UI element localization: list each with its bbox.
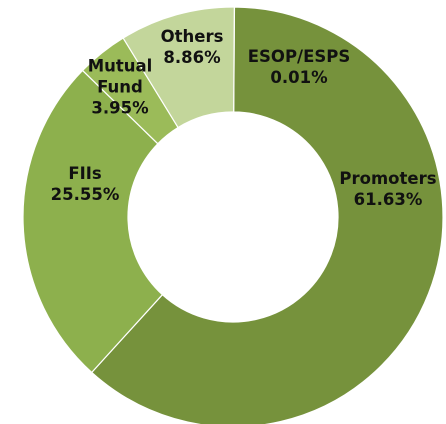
donut-labels: Promoters 61.63% FIIs 25.55% Mutual Fund 3.95%… xyxy=(51,27,437,209)
slice-fiis xyxy=(22,69,164,374)
value-label-promoters: 61.63% xyxy=(354,190,423,209)
value-label-esop-esps: 0.01% xyxy=(270,68,328,87)
slice-promoters xyxy=(90,6,444,424)
donut-slices xyxy=(22,6,444,424)
category-label-esop-esps-0: ESOP/ESPS xyxy=(248,47,350,66)
category-label-promoters-0: Promoters xyxy=(339,169,436,188)
slice-others xyxy=(122,6,235,129)
value-label-fiis: 25.55% xyxy=(51,185,120,204)
category-label-mutual-fund-0: Mutual xyxy=(88,57,153,76)
category-label-mutual-fund-1: Fund xyxy=(97,78,143,97)
category-label-others-0: Others xyxy=(161,27,224,46)
category-label-fiis-0: FIIs xyxy=(68,164,102,183)
value-label-others: 8.86% xyxy=(163,48,221,67)
value-label-mutual-fund: 3.95% xyxy=(91,99,149,118)
